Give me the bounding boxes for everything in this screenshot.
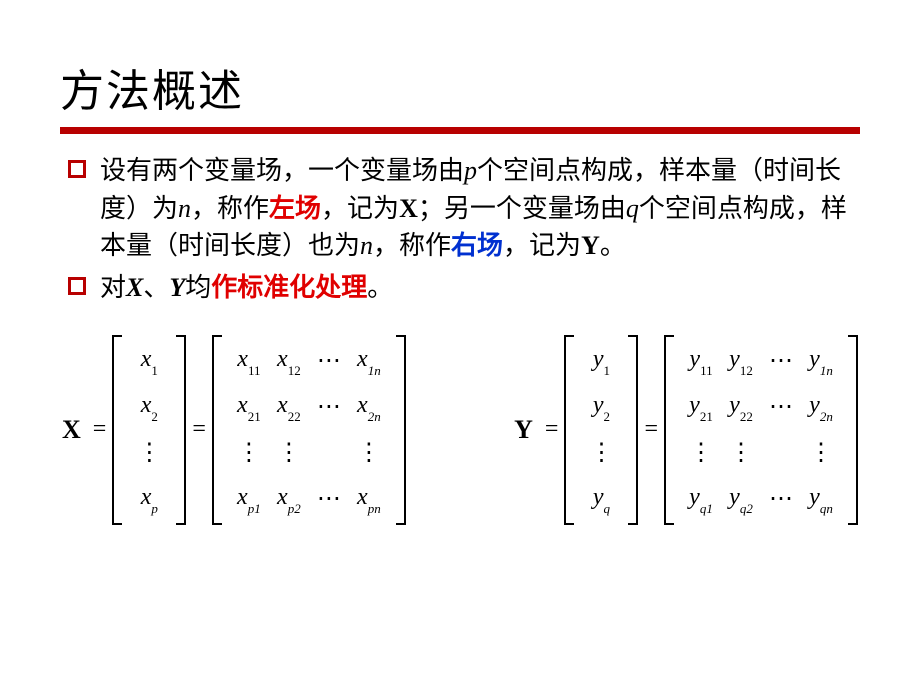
- eq-sign: =: [93, 416, 107, 443]
- right-bracket-icon: [626, 335, 638, 525]
- formula-row: X = x1 x2 ⋮ xp = x11 x12: [60, 335, 860, 525]
- var-Y: Y: [169, 273, 185, 302]
- text-segment: 、: [143, 273, 169, 302]
- equation-X: X = x1 x2 ⋮ xp = x11 x12: [62, 335, 406, 525]
- bullet-1: 设有两个变量场，一个变量场由p个空间点构成，样本量（时间长度）为n，称作左场，记…: [68, 152, 860, 265]
- matrix-row: ⋮ ⋮ ⋮: [234, 437, 384, 469]
- slide-title: 方法概述: [60, 55, 860, 119]
- var-n: n: [178, 194, 191, 223]
- var-X: X: [399, 194, 418, 223]
- equation-Y: Y = y1 y2 ⋮ yq = y11 y12: [514, 335, 858, 525]
- eq-sign: =: [192, 416, 206, 443]
- var-Y: Y: [581, 231, 600, 260]
- matrix-row: x11 x12 ⋯ x1n: [234, 345, 384, 377]
- left-bracket-icon: [564, 335, 576, 525]
- text-segment: 设有两个变量场，一个变量场由: [100, 156, 464, 185]
- vec-entry: yq: [586, 484, 616, 514]
- matrix-body: x11 x12 ⋯ x1n x21 x22 ⋯ x2n ⋮ ⋮: [224, 335, 394, 525]
- vector-Y: y1 y2 ⋮ yq: [564, 335, 638, 525]
- vec-entry: xp: [134, 484, 164, 514]
- matrix-body: y11 y12 ⋯ y1n y21 y22 ⋯ y2n ⋮ ⋮: [676, 335, 846, 525]
- var-n: n: [360, 231, 373, 260]
- eq-sign: =: [644, 416, 658, 443]
- matrix-row: y21 y22 ⋯ y2n: [686, 391, 836, 423]
- lhs-X: X: [62, 415, 81, 445]
- matrix-Y: y11 y12 ⋯ y1n y21 y22 ⋯ y2n ⋮ ⋮: [664, 335, 858, 525]
- vec-entry: y2: [586, 392, 616, 422]
- vector-body: x1 x2 ⋮ xp: [124, 335, 174, 525]
- text-segment: ，称作: [191, 194, 269, 223]
- matrix-row: xp1 xp2 ⋯ xpn: [234, 483, 384, 515]
- left-bracket-icon: [664, 335, 676, 525]
- right-bracket-icon: [174, 335, 186, 525]
- vdots-icon: ⋮: [134, 438, 164, 467]
- bullet-marker-icon: [68, 160, 86, 178]
- title-underline: [60, 127, 860, 134]
- matrix-X: x11 x12 ⋯ x1n x21 x22 ⋯ x2n ⋮ ⋮: [212, 335, 406, 525]
- matrix-row: y11 y12 ⋯ y1n: [686, 345, 836, 377]
- text-segment: ，记为: [503, 231, 581, 260]
- vec-entry: y1: [586, 346, 616, 376]
- text-segment: 。: [367, 273, 393, 302]
- bullet-2: 对X、Y均作标准化处理。: [68, 269, 860, 307]
- text-segment: 。: [600, 231, 626, 260]
- text-segment: ；另一个变量场由: [418, 194, 626, 223]
- vdots-icon: ⋮: [586, 438, 616, 467]
- text-segment: 对: [100, 273, 126, 302]
- right-field: 右场: [451, 231, 503, 260]
- text-segment: 均: [185, 273, 211, 302]
- left-bracket-icon: [112, 335, 124, 525]
- vec-entry: x1: [134, 346, 164, 376]
- left-bracket-icon: [212, 335, 224, 525]
- matrix-row: ⋮ ⋮ ⋮: [686, 437, 836, 469]
- bullet-2-text: 对X、Y均作标准化处理。: [100, 269, 393, 307]
- standardization: 作标准化处理: [211, 273, 367, 302]
- bullet-1-text: 设有两个变量场，一个变量场由p个空间点构成，样本量（时间长度）为n，称作左场，记…: [100, 152, 860, 265]
- slide-container: { "title": "方法概述", "bullets": { "b1": { …: [0, 0, 920, 690]
- text-segment: ，称作: [373, 231, 451, 260]
- right-bracket-icon: [394, 335, 406, 525]
- text-segment: ，记为: [321, 194, 399, 223]
- right-bracket-icon: [846, 335, 858, 525]
- bullet-marker-icon: [68, 277, 86, 295]
- vector-body: y1 y2 ⋮ yq: [576, 335, 626, 525]
- eq-sign: =: [545, 416, 559, 443]
- matrix-row: yq1 yq2 ⋯ yqn: [686, 483, 836, 515]
- matrix-row: x21 x22 ⋯ x2n: [234, 391, 384, 423]
- var-q: q: [626, 194, 639, 223]
- var-p: p: [464, 156, 477, 185]
- vec-entry: x2: [134, 392, 164, 422]
- left-field: 左场: [269, 194, 321, 223]
- vector-X: x1 x2 ⋮ xp: [112, 335, 186, 525]
- var-X: X: [126, 273, 143, 302]
- lhs-Y: Y: [514, 415, 533, 445]
